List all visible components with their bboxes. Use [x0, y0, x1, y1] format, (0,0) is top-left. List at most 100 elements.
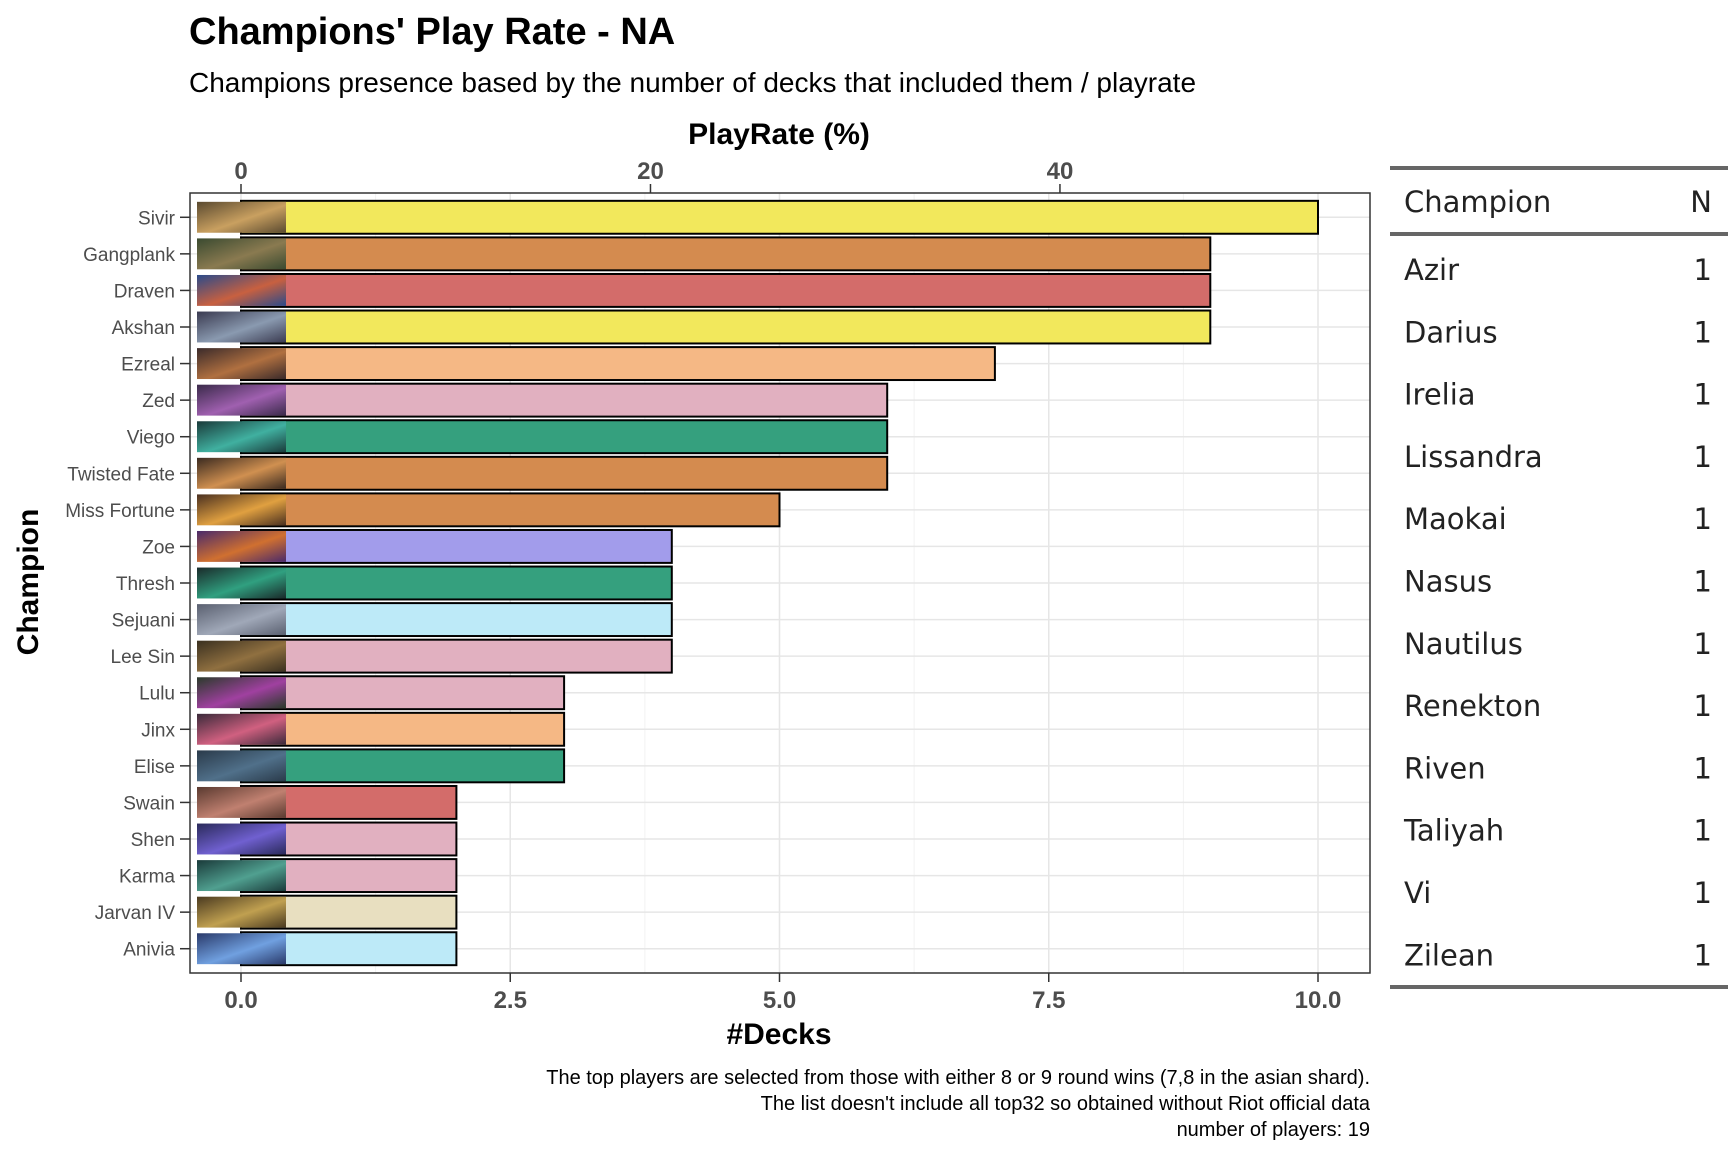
champion-thumbnail [197, 860, 286, 892]
bar [240, 675, 566, 711]
champion-thumbnail [197, 640, 286, 672]
bar [240, 309, 1212, 345]
table-cell-n: 1 [1694, 938, 1712, 972]
chart-subtitle: Champions presence based by the number o… [189, 67, 1196, 98]
champion-thumbnail [197, 896, 286, 928]
champion-thumbnail [197, 457, 286, 489]
category-label: Zoe [142, 537, 175, 558]
chart-title: Champions' Play Rate - NA [189, 11, 675, 53]
champion-thumbnail [197, 421, 286, 453]
table-cell-champion: Maokai [1404, 502, 1507, 536]
category-label: Ezreal [121, 355, 175, 376]
table-cell-champion: Nautilus [1404, 627, 1523, 661]
category-label: Lee Sin [111, 647, 175, 668]
bar [240, 346, 996, 382]
table-body: Azir 1 Darius 1 Irelia 1 Lissandra 1 Maokai 1 Nasu… [1403, 253, 1712, 972]
x-tick-label: 10.0 [1295, 987, 1342, 1014]
champion-thumbnail [197, 530, 286, 562]
category-label: Lulu [139, 684, 175, 705]
caption-line-1: The top players are selected from those … [546, 1067, 1370, 1089]
bar [240, 199, 1319, 235]
x2-axis-ticks: 0 20 40 [234, 158, 1073, 193]
bar [240, 638, 673, 674]
bottom-axis-title: #Decks [726, 1018, 831, 1051]
champion-thumbnail [197, 494, 286, 526]
x-tick-label: 5.0 [763, 987, 796, 1014]
bar [240, 565, 673, 601]
table-cell-champion: Vi [1404, 876, 1431, 910]
caption-line-3: number of players: 19 [1177, 1119, 1370, 1141]
category-label: Sivir [138, 208, 176, 229]
champion-thumbnail [197, 238, 286, 270]
champion-thumbnail [197, 311, 286, 343]
bar [240, 711, 566, 747]
x-tick-label: 0.0 [224, 987, 257, 1014]
caption-line-2: The list doesn't include all top32 so ob… [761, 1093, 1371, 1115]
champion-thumbnail [197, 384, 286, 416]
champion-thumbnail [197, 933, 286, 965]
table-cell-n: 1 [1694, 689, 1712, 723]
table-cell-n: 1 [1694, 627, 1712, 661]
table-cell-n: 1 [1694, 253, 1712, 287]
champion-thumbnail [197, 750, 286, 782]
champion-thumbnail [197, 348, 286, 380]
table-cell-n: 1 [1694, 440, 1712, 474]
table-cell-champion: Zilean [1404, 938, 1494, 972]
champion-thumbnail [197, 567, 286, 599]
table-cell-n: 1 [1694, 876, 1712, 910]
category-label: Zed [142, 391, 175, 412]
category-labels: Sivir Gangplank Draven Akshan Ezreal Zed Viego… [65, 208, 190, 961]
bar [240, 492, 781, 528]
x-axis-ticks: 0.0 2.5 5.0 7.5 10.0 [224, 973, 1341, 1014]
bar [240, 272, 1212, 308]
table-cell-n: 1 [1694, 814, 1712, 848]
category-label: Gangplank [83, 245, 175, 266]
category-label: Karma [119, 867, 175, 888]
category-label: Jinx [141, 720, 175, 741]
champion-thumbnail [197, 201, 286, 233]
category-label: Viego [127, 428, 175, 449]
bar [240, 419, 889, 455]
bar [240, 602, 673, 638]
category-label: Thresh [116, 574, 175, 595]
category-label: Twisted Fate [67, 464, 175, 485]
y-axis-title: Champion [12, 509, 45, 656]
category-label: Jarvan IV [95, 903, 176, 924]
category-label: Swain [123, 793, 175, 814]
bar [240, 455, 889, 491]
champion-thumbnail [197, 786, 286, 818]
category-label: Sejuani [112, 611, 175, 632]
champion-thumbnail [197, 604, 286, 636]
x-tick-label: 2.5 [494, 987, 527, 1014]
x-tick-label: 7.5 [1032, 987, 1065, 1014]
category-label: Miss Fortune [65, 501, 175, 522]
table-cell-n: 1 [1694, 565, 1712, 599]
bars [197, 199, 1319, 967]
champion-thumbnail [197, 274, 286, 306]
bar [240, 748, 566, 784]
champion-thumbnail [197, 713, 286, 745]
table-cell-champion: Lissandra [1404, 440, 1543, 474]
bar [240, 528, 673, 564]
table-header-champion: Champion [1404, 185, 1551, 219]
table-cell-champion: Irelia [1404, 378, 1476, 412]
table-cell-champion: Darius [1404, 315, 1498, 349]
champion-thumbnail [197, 823, 286, 855]
x2-tick-label: 40 [1047, 158, 1074, 185]
x2-tick-label: 20 [637, 158, 664, 185]
table-cell-champion: Riven [1404, 751, 1486, 785]
top-axis-title: PlayRate (%) [688, 118, 870, 151]
table-header-n: N [1690, 185, 1712, 219]
category-label: Anivia [123, 940, 175, 961]
table-cell-n: 1 [1694, 751, 1712, 785]
category-label: Shen [131, 830, 175, 851]
table-cell-champion: Azir [1404, 253, 1459, 287]
category-label: Draven [114, 281, 175, 302]
table-cell-champion: Nasus [1404, 565, 1492, 599]
table-cell-n: 1 [1694, 378, 1712, 412]
category-label: Akshan [112, 318, 175, 339]
table-cell-champion: Taliyah [1403, 814, 1504, 848]
table-cell-n: 1 [1694, 315, 1712, 349]
champion-thumbnail [197, 677, 286, 709]
